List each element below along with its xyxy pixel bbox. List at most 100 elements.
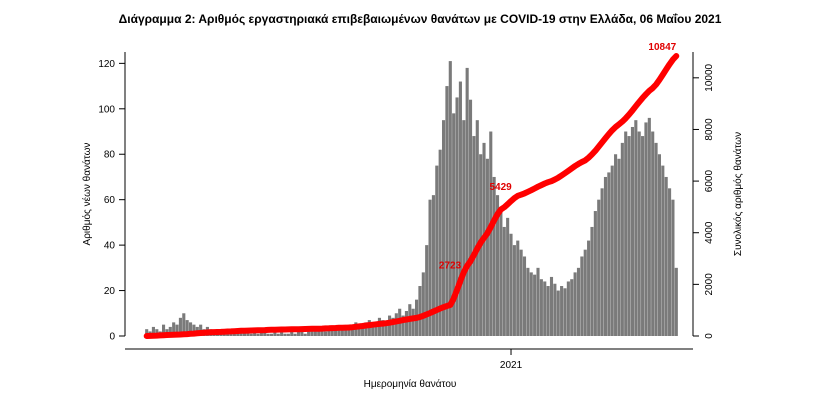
bar	[590, 226, 594, 336]
axes: 0 20 40 60 80 100 120 0 2000 4000 6000 8000 10000 2…	[98, 52, 715, 371]
bar	[293, 333, 297, 336]
annotation-label: 5429	[490, 182, 513, 193]
bar	[371, 324, 375, 336]
bar	[641, 136, 645, 336]
chart-title: Διάγραμμα 2: Αριθμός εργαστηριακά επιβεβ…	[119, 12, 722, 26]
bar	[327, 329, 331, 336]
bar	[654, 142, 658, 336]
bar	[499, 211, 503, 336]
bar	[404, 311, 408, 336]
bar	[428, 199, 432, 336]
y-left-tick-label: 60	[104, 195, 116, 206]
bar	[263, 331, 267, 336]
bar	[624, 131, 628, 336]
bar	[644, 122, 648, 336]
annotations: 2723 5429 10847	[439, 42, 677, 272]
bar	[543, 281, 547, 336]
bar	[300, 331, 304, 336]
bar	[175, 324, 179, 336]
bar	[583, 249, 587, 336]
bar	[145, 329, 149, 336]
bar	[256, 333, 260, 336]
bar	[448, 61, 452, 336]
bar	[587, 240, 591, 336]
bar	[320, 329, 324, 336]
bar	[178, 317, 182, 336]
bar	[273, 331, 277, 336]
bar	[573, 272, 577, 336]
bar	[617, 158, 621, 336]
y-left-tick-label: 0	[109, 332, 115, 343]
bar	[172, 322, 176, 336]
bar	[549, 276, 554, 336]
bar	[620, 142, 624, 336]
x-tick-label: 2021	[500, 360, 523, 371]
y-right-tick-label: 10000	[704, 63, 715, 91]
bar	[394, 313, 398, 336]
bar	[668, 188, 672, 336]
bar	[529, 272, 533, 336]
y-left-tick-label: 20	[104, 286, 116, 297]
bar	[512, 245, 516, 336]
bar	[357, 324, 361, 336]
bar	[657, 154, 661, 336]
bar	[431, 195, 435, 336]
bar	[630, 126, 635, 336]
bar	[303, 333, 307, 336]
bar	[313, 331, 317, 336]
bar	[634, 120, 638, 336]
bar	[280, 331, 284, 336]
bar	[580, 256, 584, 336]
bar	[647, 117, 651, 336]
y-left-tick-label: 100	[98, 104, 115, 115]
bar	[455, 97, 459, 336]
bar	[546, 286, 550, 336]
annotation-label: 2723	[439, 261, 462, 272]
bar	[310, 329, 314, 336]
bar	[522, 256, 527, 336]
bar	[425, 245, 429, 336]
bar	[330, 326, 334, 336]
y-left-tick-label: 80	[104, 150, 116, 161]
bar	[614, 154, 618, 336]
bar	[185, 320, 189, 336]
bar	[418, 286, 422, 336]
bar	[192, 324, 196, 336]
bar	[502, 226, 506, 336]
bar	[597, 199, 601, 336]
bar	[533, 274, 537, 336]
bar	[556, 290, 560, 336]
bar	[151, 326, 155, 336]
bar	[253, 331, 257, 336]
x-axis-label: Ημερομηνία θανάτου	[364, 378, 457, 390]
bar	[411, 308, 415, 336]
bar	[506, 217, 510, 336]
bar	[350, 326, 355, 336]
bar	[276, 333, 280, 336]
annotation-label: 10847	[648, 42, 676, 53]
bar	[317, 331, 321, 336]
bar	[286, 333, 290, 336]
bar	[162, 324, 166, 336]
bar	[438, 149, 442, 336]
bar	[627, 136, 631, 336]
bar	[651, 131, 655, 336]
bar	[600, 188, 604, 336]
bar	[664, 176, 668, 336]
bar	[452, 113, 456, 337]
bar	[283, 333, 287, 336]
bars-series	[145, 61, 678, 337]
bar	[465, 67, 469, 337]
bar	[188, 322, 193, 336]
bar	[323, 331, 328, 336]
y-left-tick-label: 120	[98, 59, 115, 70]
bar	[242, 331, 247, 336]
bar	[445, 86, 449, 336]
bar	[566, 281, 570, 336]
bar	[495, 195, 500, 336]
bar	[539, 279, 543, 336]
bar	[155, 329, 159, 336]
bar	[489, 131, 493, 336]
bar	[671, 199, 675, 336]
